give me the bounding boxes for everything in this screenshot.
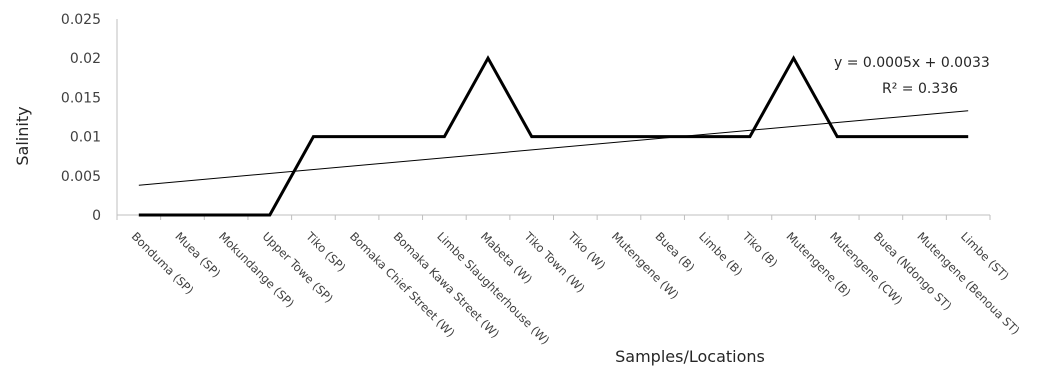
x-tick-label: Buea (B) bbox=[653, 229, 698, 274]
x-tick-label: Buea (Ndongo ST) bbox=[871, 229, 955, 313]
y-tick-label: 0.005 bbox=[61, 169, 101, 185]
x-tick-label: Limbe (B) bbox=[696, 229, 745, 278]
trendline-r-squared: R² = 0.336 bbox=[882, 81, 958, 97]
x-tick-label: Mokundange (SP) bbox=[216, 229, 297, 310]
y-tick-label: 0.025 bbox=[61, 12, 101, 28]
x-axis-ticks: Bonduma (SP)Muea (SP)Mokundange (SP)Uppe… bbox=[129, 229, 1023, 348]
y-tick-label: 0.015 bbox=[61, 90, 101, 106]
salinity-series-line bbox=[138, 55, 969, 217]
x-axis-title: Samples/Locations bbox=[615, 347, 765, 366]
x-tick-label: Tiko (W) bbox=[564, 229, 608, 273]
trendline-equation: y = 0.0005x + 0.0033 bbox=[834, 55, 990, 71]
y-axis-title: Salinity bbox=[13, 106, 32, 165]
y-tick-label: 0.01 bbox=[70, 130, 101, 146]
x-tick-label: Tiko (B) bbox=[739, 229, 780, 270]
linear-trendline bbox=[138, 110, 969, 186]
y-tick-label: 0.02 bbox=[70, 51, 101, 67]
y-tick-label: 0 bbox=[92, 208, 101, 224]
x-tick-label: Tiko (SP) bbox=[303, 229, 349, 275]
y-axis-ticks: 0 0.005 0.01 0.015 0.02 0.025 bbox=[61, 12, 101, 224]
